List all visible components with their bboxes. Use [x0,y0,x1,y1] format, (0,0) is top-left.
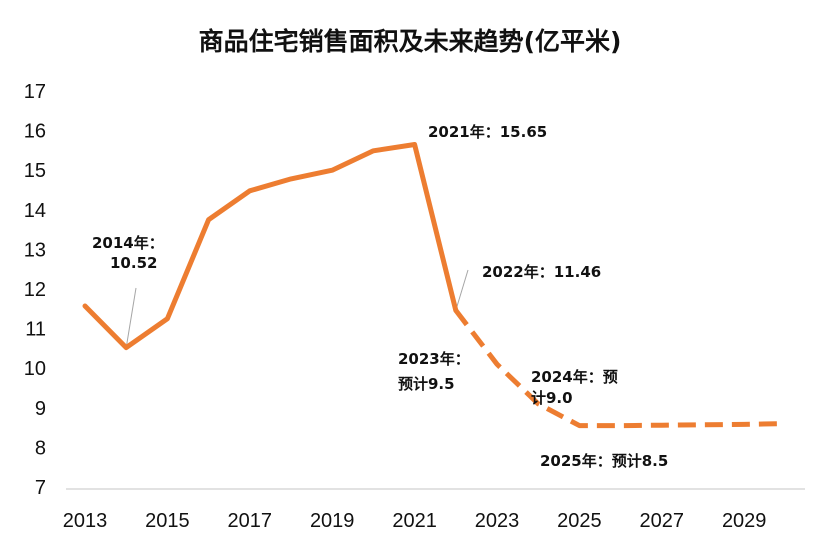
y-tick-label: 10 [24,358,46,380]
x-tick-label: 2019 [310,510,355,532]
actual-series-line [82,142,459,351]
y-tick-label: 9 [35,398,46,420]
data-annotation: 10.52 [110,254,157,272]
data-annotation: 2023年： [398,350,470,368]
data-annotation: 2025年：预计8.5 [540,452,668,470]
x-tick-label: 2029 [722,510,767,532]
chart-title: 商品住宅销售面积及未来趋势(亿平米) [198,27,622,56]
x-tick-label: 2015 [145,510,190,532]
y-tick-label: 7 [35,477,46,499]
y-tick-label: 8 [35,437,46,459]
y-tick-label: 15 [24,160,46,182]
x-tick-label: 2027 [640,510,685,532]
forecast-series-line [453,308,786,429]
y-tick-label: 14 [24,200,46,222]
leader-line [455,269,469,311]
leader-line [125,287,137,348]
data-annotation: 2014年： [92,234,164,252]
x-tick-label: 2021 [392,510,437,532]
data-annotation: 2021年：15.65 [428,123,547,141]
data-annotation: 2024年：预 [531,368,618,386]
x-tick-label: 2023 [475,510,520,532]
y-tick-label: 13 [24,239,46,261]
y-tick-label: 17 [24,81,46,103]
data-annotation: 预计9.5 [398,375,455,393]
x-tick-label: 2013 [63,510,108,532]
x-tick-label: 2017 [228,510,273,532]
y-tick-label: 11 [25,319,46,341]
y-tick-label: 12 [24,279,46,301]
data-annotation: 2022年：11.46 [482,263,601,281]
data-annotation: 计9.0 [531,389,573,407]
y-tick-label: 16 [24,121,46,143]
x-tick-label: 2025 [557,510,602,532]
